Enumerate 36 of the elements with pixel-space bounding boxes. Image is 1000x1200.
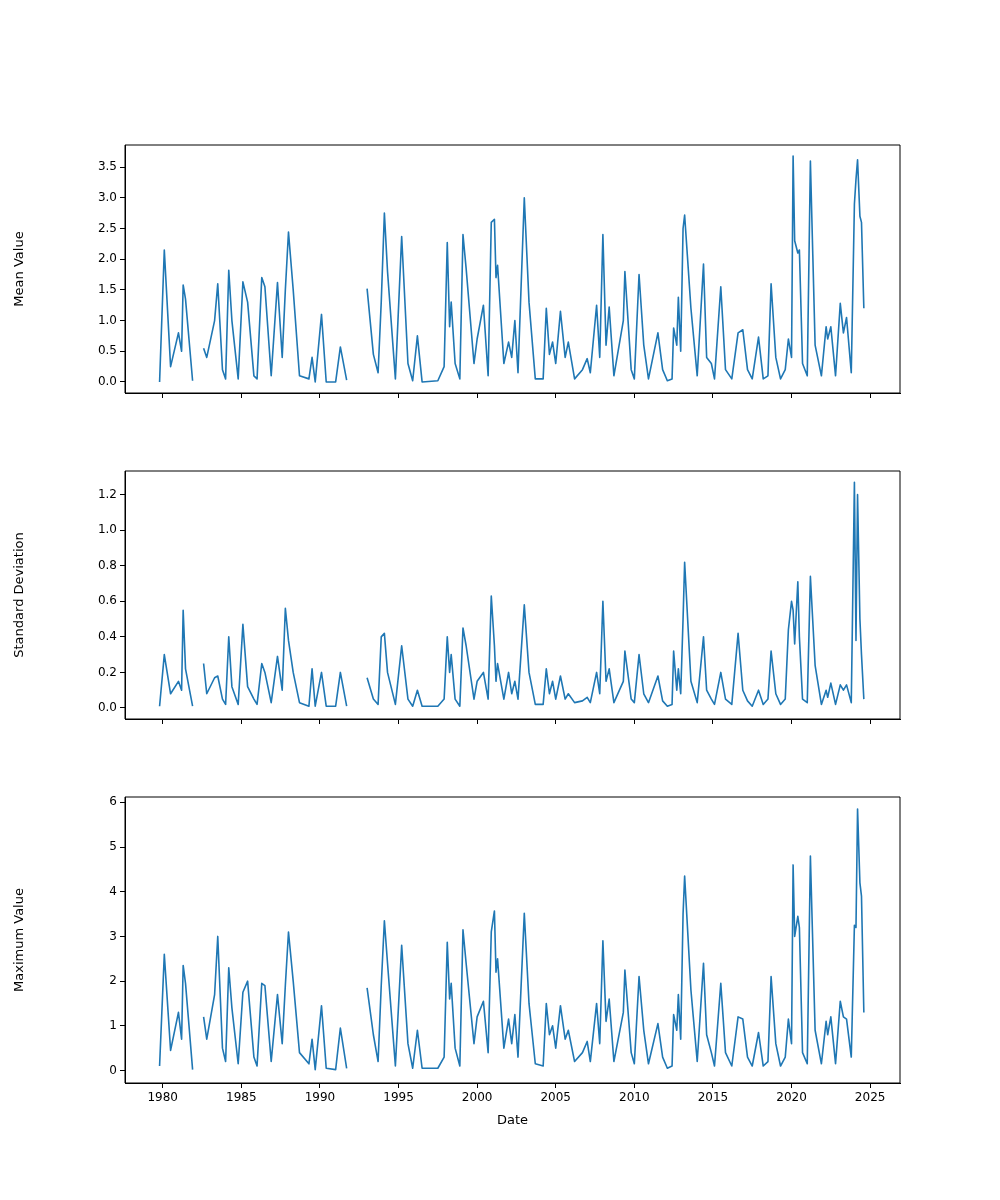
x-tick-label: 2015 <box>697 1090 729 1105</box>
y-tick-label: 1 <box>109 1017 117 1032</box>
y-tick-label: 1.5 <box>97 282 117 296</box>
y-tick-label: 0.0 <box>97 374 117 389</box>
x-tick-label: 2005 <box>540 1090 571 1105</box>
y-tick-label: 1.0 <box>97 312 117 327</box>
y-tick-label: 0.0 <box>97 700 117 715</box>
y-tick-label: 3 <box>109 928 117 943</box>
x-tick-label: 2000 <box>461 1090 493 1105</box>
x-tick-label: 2020 <box>776 1090 807 1105</box>
y-tick-label: 4 <box>109 883 117 898</box>
y-tick-label: 5 <box>109 839 117 854</box>
x-axis-title: Date <box>496 1111 529 1127</box>
y-axis-title: Maximum Value <box>11 888 27 992</box>
x-tick-label: 1980 <box>147 1090 178 1105</box>
y-tick-label: 2 <box>109 973 117 988</box>
y-tick-label: 0 <box>109 1062 117 1077</box>
y-tick-label: 0.5 <box>97 343 117 358</box>
x-tick-label: 2010 <box>619 1090 650 1105</box>
y-tick-label: 1.2 <box>97 486 117 501</box>
y-tick-label: 2.5 <box>97 220 117 235</box>
y-tick-label: 0.8 <box>97 557 117 572</box>
y-tick-label: 0.4 <box>97 628 117 643</box>
y-tick-label: 6 <box>109 794 117 809</box>
x-tick-label: 1995 <box>383 1090 414 1105</box>
x-tick-label: 1985 <box>226 1090 257 1105</box>
y-tick-label: 0.2 <box>97 664 117 679</box>
y-tick-label: 3.0 <box>97 189 117 204</box>
x-tick-label: 2025 <box>854 1090 886 1105</box>
y-tick-label: 3.5 <box>97 159 117 174</box>
y-tick-label: 2.0 <box>97 251 117 266</box>
y-axis-title: Standard Deviation <box>11 532 27 658</box>
x-tick-label: 1990 <box>304 1090 336 1105</box>
y-tick-label: 0.6 <box>97 593 117 608</box>
y-tick-label: 1.0 <box>97 522 117 537</box>
y-axis-title: Mean Value <box>11 231 27 307</box>
